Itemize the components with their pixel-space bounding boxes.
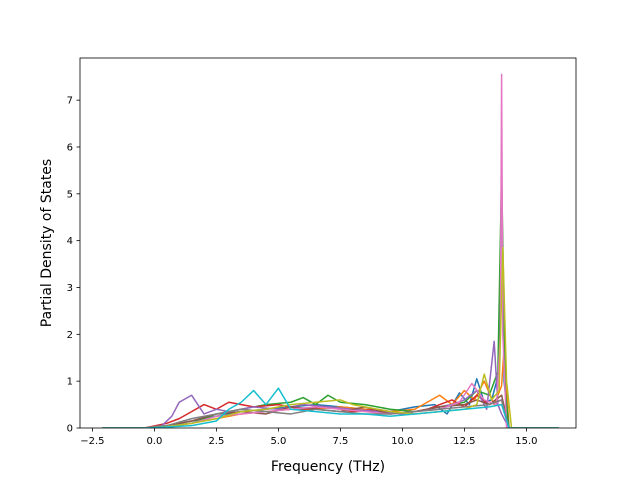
series-line-9 [102, 246, 559, 428]
y-tick-label: 1 [67, 377, 73, 388]
series-layer [102, 73, 559, 428]
y-axis-label: Partial Density of States [39, 159, 55, 327]
x-tick-label: 5.0 [270, 436, 286, 447]
series-line-8 [102, 399, 559, 428]
series-line-6 [102, 394, 559, 428]
y-tick-label: 5 [67, 189, 73, 200]
plot-area [80, 58, 576, 428]
series-line-5 [102, 340, 559, 428]
y-tick-label: 0 [67, 424, 73, 435]
x-tick-label: 10.0 [391, 436, 413, 447]
x-tick-label: 7.5 [332, 436, 348, 447]
x-axis-ticks: −2.5 0.0 2.5 5.0 7.5 10.0 12.5 15.0 [80, 428, 538, 447]
x-tick-label: −2.5 [80, 436, 104, 447]
x-tick-label: 15.0 [515, 436, 537, 447]
plot-frame [79, 57, 577, 429]
y-tick-label: 7 [67, 96, 73, 107]
y-tick-label: 2 [67, 330, 73, 341]
series-line-10 [102, 387, 559, 428]
y-tick-label: 4 [67, 236, 73, 247]
x-axis-label: Frequency (THz) [271, 459, 385, 475]
y-tick-label: 3 [67, 283, 73, 294]
y-axis-ticks: 0 1 2 3 4 5 6 7 [67, 96, 80, 435]
x-tick-label: 0.0 [146, 436, 162, 447]
x-tick-label: 2.5 [208, 436, 224, 447]
y-tick-label: 6 [67, 142, 73, 153]
x-tick-label: 12.5 [453, 436, 475, 447]
